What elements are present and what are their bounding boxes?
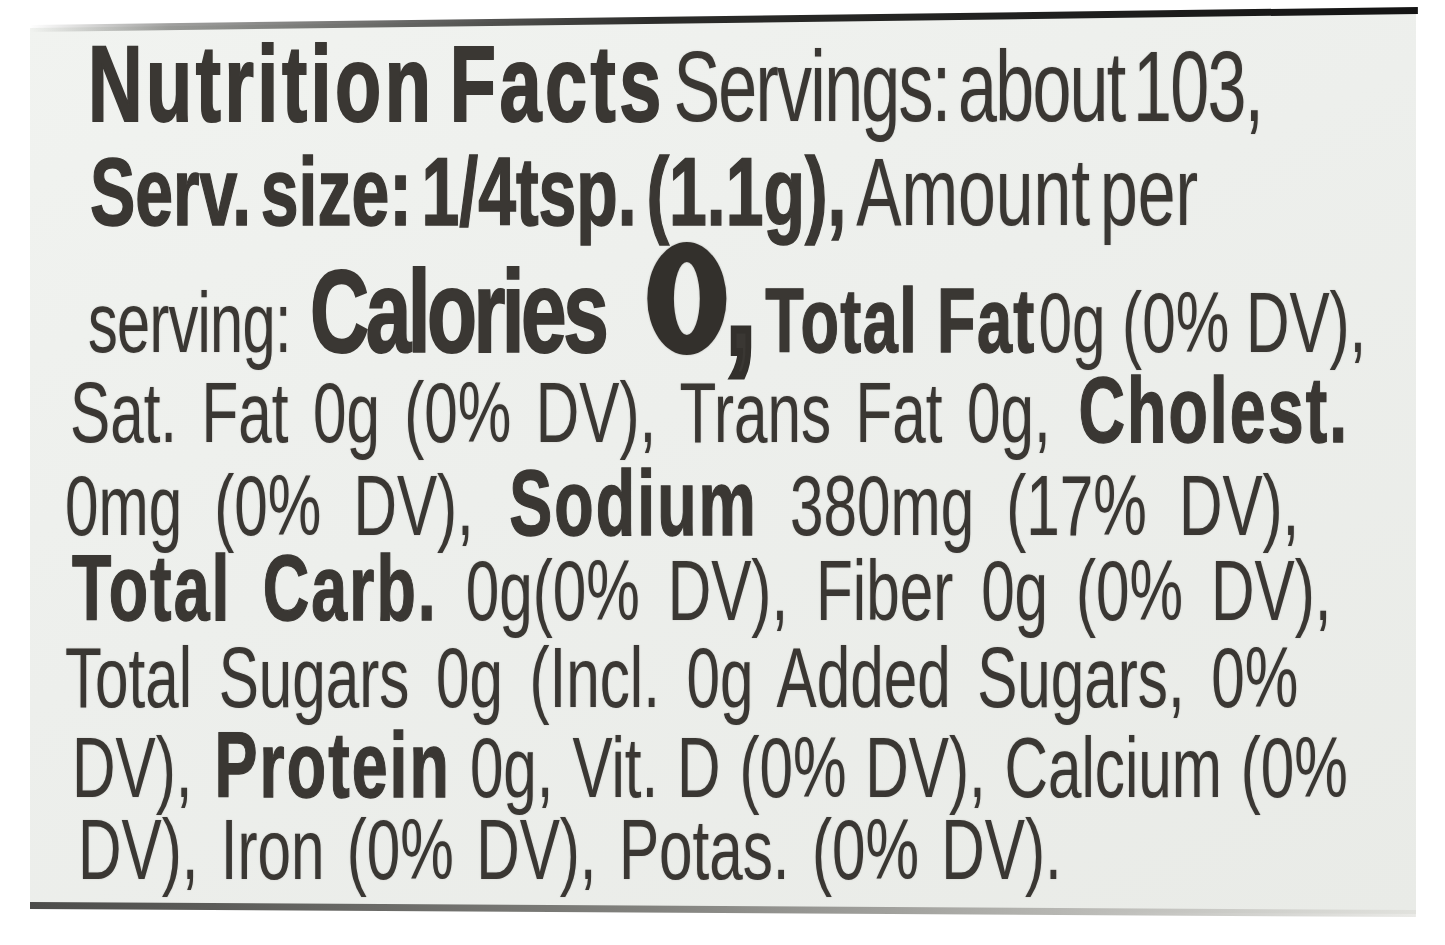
sodium-label: Sodium (474, 452, 758, 554)
line-carb: Total Carb. 0g(0% DV), Fiber 0g (0% DV), (72, 542, 1331, 634)
line-satfat: Sat. Fat 0g (0% DV), Trans Fat 0g, Chole… (70, 364, 1349, 456)
satfat-transfat-text: Sat. Fat 0g (0% DV), Trans Fat 0g, (70, 364, 1051, 460)
iron-potas-text: DV), Iron (0% DV), Potas. (0% DV). (78, 801, 1062, 897)
calories-label: Calories (291, 246, 605, 377)
total-fat-label: Total Fat (765, 271, 1035, 371)
sodium-value-text: 380mg (17% DV), (758, 457, 1299, 553)
total-fat-value: 0g (0% DV), (1022, 274, 1367, 370)
line-iron-potas: DV), Iron (0% DV), Potas. (0% DV). (78, 806, 1062, 892)
servings-text: Servings: about 103, (665, 30, 1263, 142)
calories-value: 0 (647, 242, 726, 355)
nutrition-facts-title: Nutrition Facts (88, 23, 665, 144)
carb-fiber-text: 0g(0% DV), Fiber 0g (0% DV), (438, 542, 1332, 638)
line-protein: DV), Protein 0g, Vit. D (0% DV), Calcium… (72, 719, 1348, 811)
line-sodium: 0mg (0% DV), Sodium 380mg (17% DV), (65, 457, 1299, 549)
line-title: Nutrition Facts Servings: about 103, (88, 30, 1262, 138)
cholest-label: Cholest. (1051, 359, 1350, 461)
serving-word: serving: (88, 275, 291, 370)
line-sugars: Total Sugars 0g (Incl. 0g Added Sugars, … (65, 634, 1298, 720)
sugars-text: Total Sugars 0g (Incl. 0g Added Sugars, … (65, 629, 1298, 725)
total-carb-label: Total Carb. (72, 537, 438, 639)
calories-comma: , (726, 216, 755, 384)
line-calories: serving: Calories0,Total Fat 0g (0% DV), (88, 225, 1366, 375)
